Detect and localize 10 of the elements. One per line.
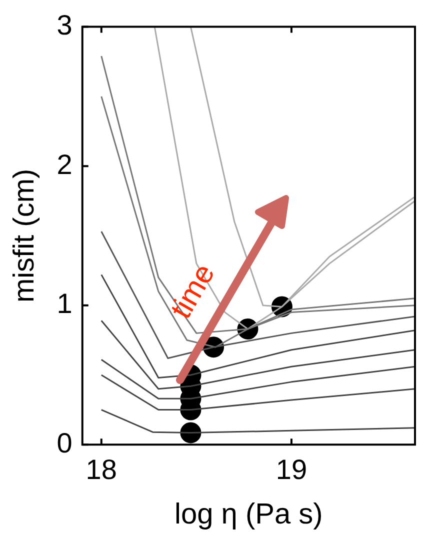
x-tick-label: 19 [276, 454, 308, 486]
y-tick-label: 1 [56, 288, 72, 320]
y-tick-label: 0 [56, 427, 72, 458]
y-tick-label: 3 [56, 10, 72, 41]
x-axis-title: log η (Pa s) [174, 498, 323, 531]
y-axis-title: misfit (cm) [8, 168, 40, 303]
y-tick-label: 2 [56, 148, 72, 180]
x-tick-label: 18 [86, 454, 117, 486]
annotation: time [164, 258, 222, 324]
point [180, 422, 202, 444]
